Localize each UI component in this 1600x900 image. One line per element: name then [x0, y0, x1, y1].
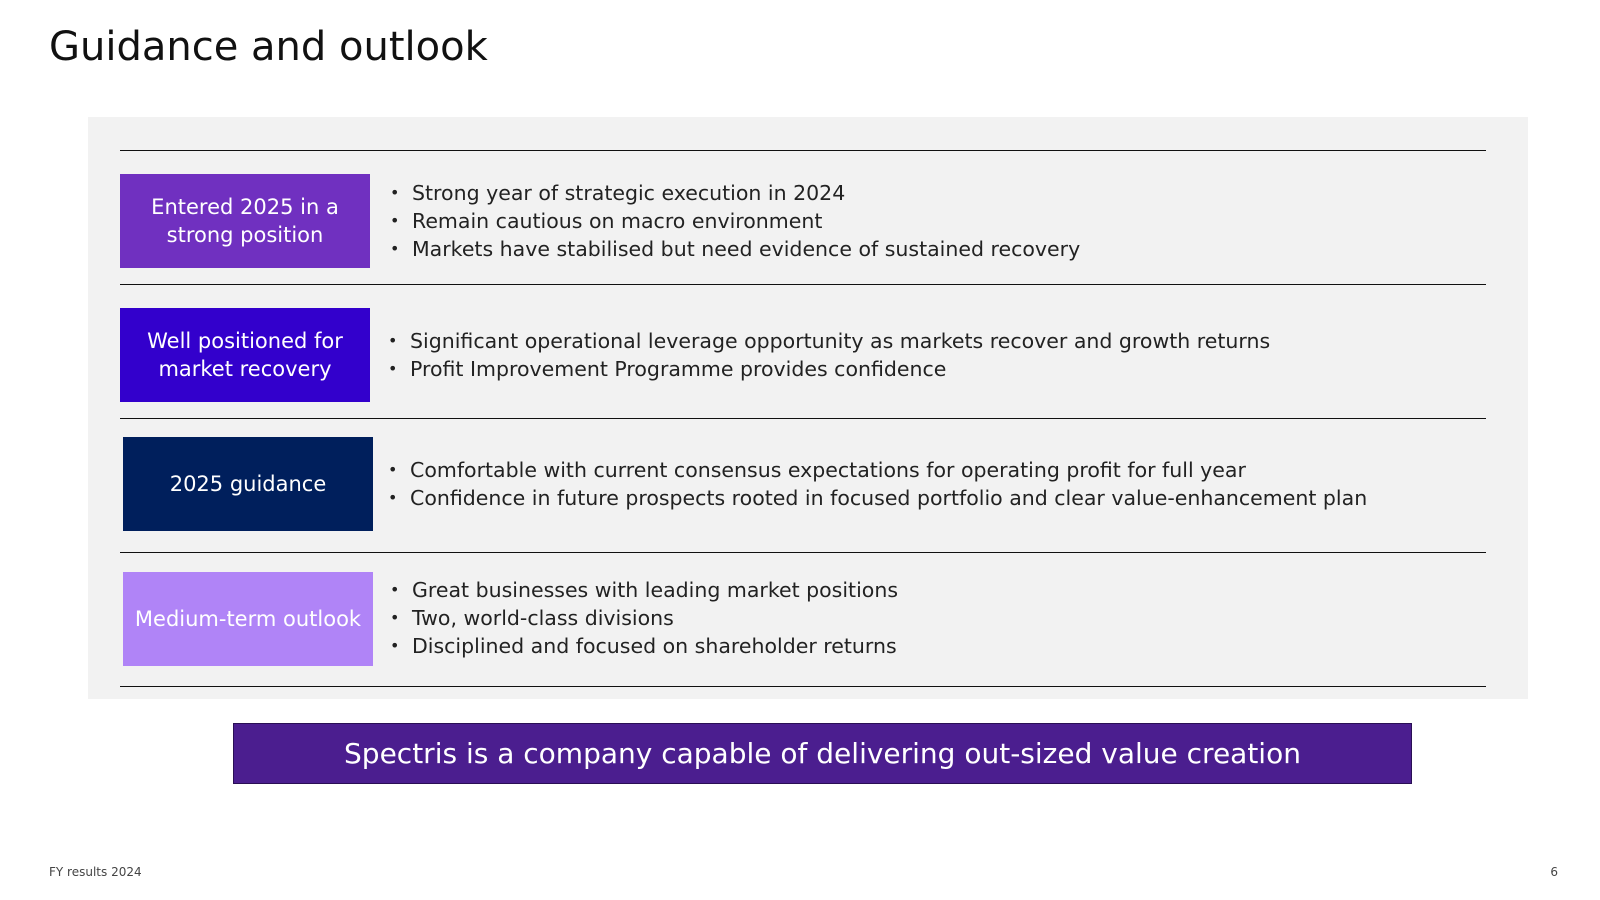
- row-bullets-strong-position: Strong year of strategic execution in 20…: [388, 179, 1080, 263]
- row-label-strong-position: Entered 2025 in a strong position: [120, 174, 370, 268]
- content-panel: Entered 2025 in a strong position Strong…: [88, 117, 1528, 699]
- row-label-guidance: 2025 guidance: [123, 437, 373, 531]
- page-number: 6: [1550, 865, 1558, 879]
- row-bullets-guidance: Comfortable with current consensus expec…: [386, 456, 1367, 512]
- bullet-item: Great businesses with leading market pos…: [388, 576, 898, 604]
- row-bullets-medium-term: Great businesses with leading market pos…: [388, 576, 898, 660]
- value-creation-banner: Spectris is a company capable of deliver…: [233, 723, 1412, 784]
- bullet-item: Markets have stabilised but need evidenc…: [388, 235, 1080, 263]
- footer-label: FY results 2024: [49, 865, 142, 879]
- bullet-item: Profit Improvement Programme provides co…: [386, 355, 1270, 383]
- divider-2: [120, 418, 1486, 419]
- slide-title: Guidance and outlook: [49, 24, 488, 70]
- divider-top: [120, 150, 1486, 151]
- row-label-market-recovery: Well positioned for market recovery: [120, 308, 370, 402]
- bullet-item: Comfortable with current consensus expec…: [386, 456, 1367, 484]
- bullet-item: Disciplined and focused on shareholder r…: [388, 632, 898, 660]
- divider-1: [120, 284, 1486, 285]
- bullet-item: Strong year of strategic execution in 20…: [388, 179, 1080, 207]
- row-label-medium-term: Medium-term outlook: [123, 572, 373, 666]
- bullet-item: Significant operational leverage opportu…: [386, 327, 1270, 355]
- divider-bottom: [120, 686, 1486, 687]
- row-bullets-market-recovery: Significant operational leverage opportu…: [386, 327, 1270, 383]
- bullet-item: Remain cautious on macro environment: [388, 207, 1080, 235]
- bullet-item: Two, world-class divisions: [388, 604, 898, 632]
- bullet-item: Confidence in future prospects rooted in…: [386, 484, 1367, 512]
- divider-3: [120, 552, 1486, 553]
